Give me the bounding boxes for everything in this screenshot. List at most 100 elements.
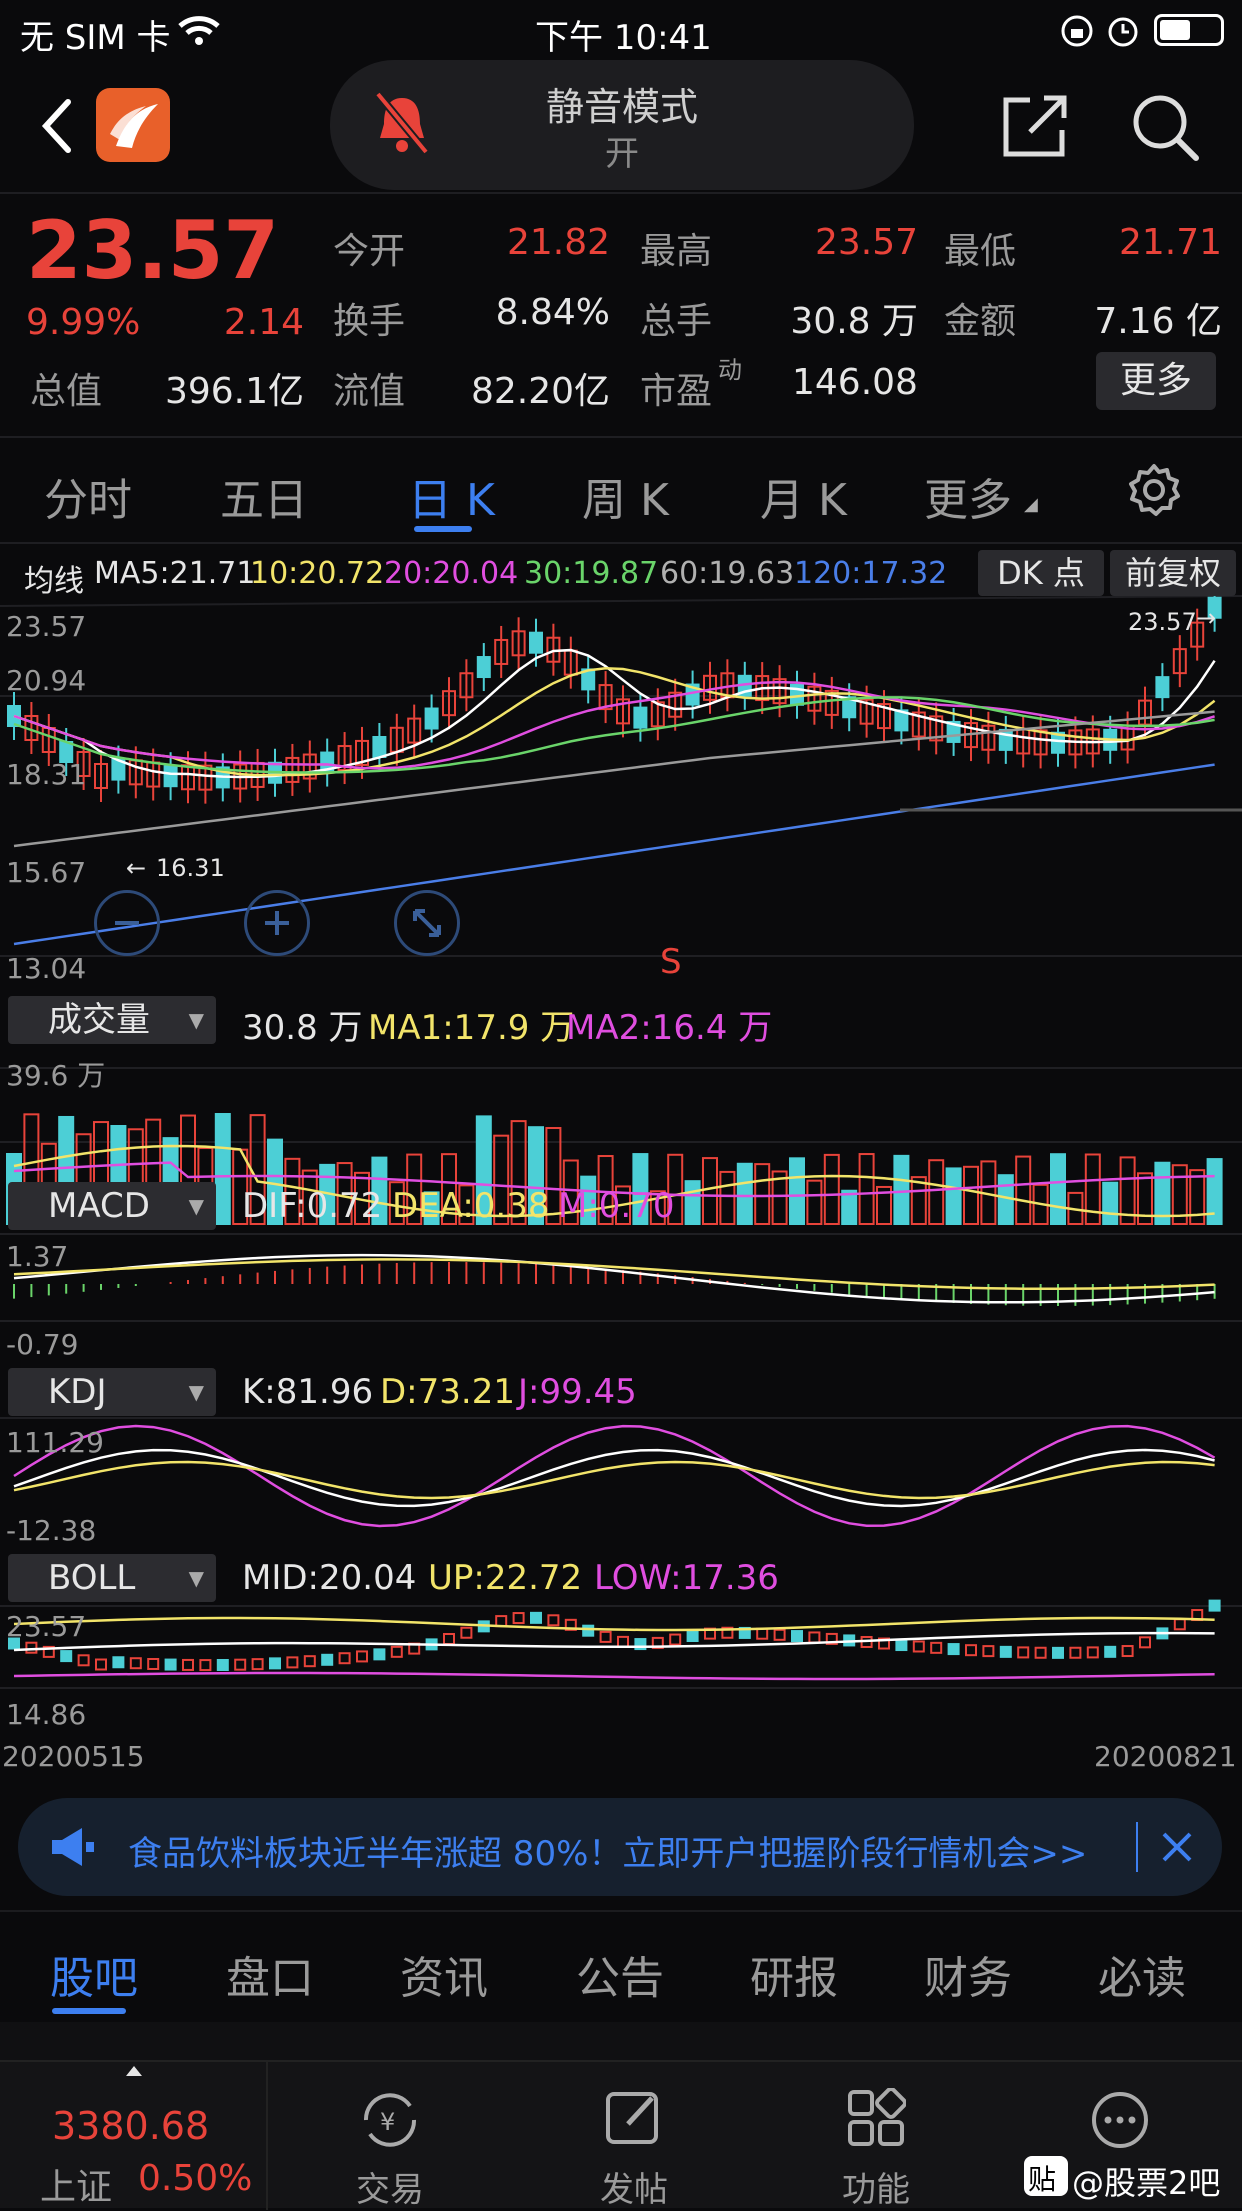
search-icon[interactable] [1130, 92, 1202, 164]
tab-financials[interactable]: 财务 [924, 1953, 1012, 2004]
trade-yen-icon: ¥ [363, 2093, 417, 2147]
kdj-d-line [13, 1460, 1215, 1500]
more-menu-tab[interactable] [1030, 2062, 1210, 2210]
tab-must-read[interactable]: 必读 [1098, 1953, 1186, 2004]
boll-candle [25, 1641, 38, 1654]
high-label: 最高 [640, 231, 713, 272]
candle-body [163, 765, 178, 788]
post-label: 发帖 [600, 2170, 668, 2210]
boll-candle [443, 1633, 455, 1646]
volume-bar [475, 1115, 492, 1225]
macd-bottom-label: -0.79 [6, 1328, 79, 1361]
tab-monthly-k[interactable]: 月 K [760, 475, 847, 526]
tab-more[interactable]: 更多 [924, 475, 1012, 526]
tab-announcements[interactable]: 公告 [576, 1953, 664, 2004]
candle-body [877, 703, 891, 730]
zoom-in-button[interactable] [244, 890, 310, 956]
back-icon[interactable] [38, 96, 78, 156]
kdj-k-line [13, 1448, 1215, 1508]
volume-bar [632, 1153, 649, 1225]
candle-body [668, 691, 683, 718]
boll-candle [878, 1637, 890, 1650]
tab-forum[interactable]: 股吧 [50, 1953, 138, 2004]
boll-candle [1139, 1636, 1151, 1649]
kdj-bottom-label: -12.38 [6, 1514, 97, 1547]
boll-candle [216, 1658, 229, 1671]
boll-up: UP:22.72 [428, 1558, 583, 1598]
boll-candle [269, 1657, 281, 1670]
boll-candle [390, 1645, 403, 1658]
boll-candle [912, 1640, 925, 1653]
macd-dif-line [13, 1253, 1215, 1304]
boll-candle [8, 1637, 20, 1650]
volume-ma1: MA1:17.9 万 [368, 1008, 575, 1048]
features-tab[interactable]: 功能 [786, 2062, 966, 2210]
kline-charts[interactable]: 均线 MA5:21.71 10:20.72 20:20.04 30:19.87 … [0, 546, 1242, 1773]
turnover-value: 8.84% [495, 292, 610, 333]
boll-candle [1069, 1646, 1082, 1659]
volume-bar [493, 1134, 510, 1226]
kdj-selector[interactable]: KDJ ▼ [8, 1368, 216, 1416]
candle-body [442, 690, 456, 717]
index-name: 上证 [40, 2167, 113, 2208]
boll-candle [129, 1657, 142, 1670]
kline-y-label: 20.94 [6, 664, 87, 697]
macd-top-label: 1.37 [6, 1240, 69, 1273]
dk-point-button[interactable]: DK 点 [978, 550, 1104, 596]
index-ticker[interactable]: 3380.68 上证 0.50% [0, 2062, 268, 2210]
promo-banner[interactable]: 食品饮料板块近半年涨超 80%！立即开户把握阶段行情机会>> [18, 1798, 1222, 1896]
volume-bar [301, 1169, 318, 1226]
more-button[interactable]: 更多 [1096, 352, 1216, 410]
chart-canvas[interactable] [0, 546, 1242, 1746]
boll-candle [982, 1645, 995, 1658]
zoom-out-button[interactable] [94, 890, 160, 956]
amount-label: 金额 [944, 301, 1017, 342]
boll-candle [895, 1639, 908, 1652]
boll-selector[interactable]: BOLL ▼ [8, 1554, 216, 1602]
candle-body [772, 678, 787, 705]
volume-bar [684, 1180, 701, 1226]
volume-bar [910, 1176, 927, 1225]
tab-five-day[interactable]: 五日 [220, 475, 308, 526]
index-percent: 0.50% [138, 2158, 253, 2199]
boll-candle [999, 1645, 1012, 1658]
tab-news[interactable]: 资讯 [400, 1953, 488, 2004]
fullscreen-button[interactable] [394, 890, 460, 956]
candle-body [981, 724, 996, 751]
candle-body [407, 717, 422, 744]
tab-intraday[interactable]: 分时 [44, 475, 132, 526]
candle-body [1033, 729, 1048, 756]
index-value: 3380.68 [52, 2104, 210, 2148]
boll-candle [234, 1658, 247, 1671]
alarm-icon [1108, 17, 1138, 47]
macd-selector[interactable]: MACD ▼ [8, 1182, 216, 1230]
boll-candle [147, 1657, 160, 1670]
tab-daily-k[interactable]: 日 K [408, 475, 495, 526]
volume-bar [823, 1153, 840, 1225]
candle-body [94, 763, 108, 789]
volume-bar [876, 1185, 892, 1225]
candle-body [1172, 648, 1187, 675]
trade-tab[interactable]: ¥ 交易 [300, 2062, 480, 2210]
banner-text[interactable]: 食品饮料板块近半年涨超 80%！立即开户把握阶段行情机会>> [128, 1834, 1088, 1874]
post-tab[interactable]: 发帖 [544, 2062, 724, 2210]
volume-bar [667, 1153, 684, 1226]
tab-orderbook[interactable]: 盘口 [226, 1953, 314, 2004]
boll-candle [512, 1612, 525, 1625]
volume-bar [458, 1184, 475, 1226]
tab-weekly-k[interactable]: 周 K [582, 475, 669, 526]
volume-bar [562, 1159, 579, 1226]
adjust-button[interactable]: 前复权 [1110, 550, 1236, 596]
share-icon[interactable] [1000, 94, 1070, 160]
nav-bar: 静音模式 开 [0, 60, 1242, 190]
post-edit-icon [606, 2092, 658, 2144]
ma60-value: 60:19.63 [660, 556, 795, 591]
tab-research[interactable]: 研报 [750, 1953, 838, 2004]
volume-selector[interactable]: 成交量 ▼ [8, 996, 216, 1044]
boll-candle [1034, 1646, 1047, 1659]
candle-body [355, 739, 369, 766]
close-icon[interactable] [1160, 1830, 1194, 1864]
boll-selector-label: BOLL [48, 1558, 136, 1598]
settings-gear-icon[interactable] [1126, 462, 1182, 518]
candle-body [424, 707, 439, 730]
